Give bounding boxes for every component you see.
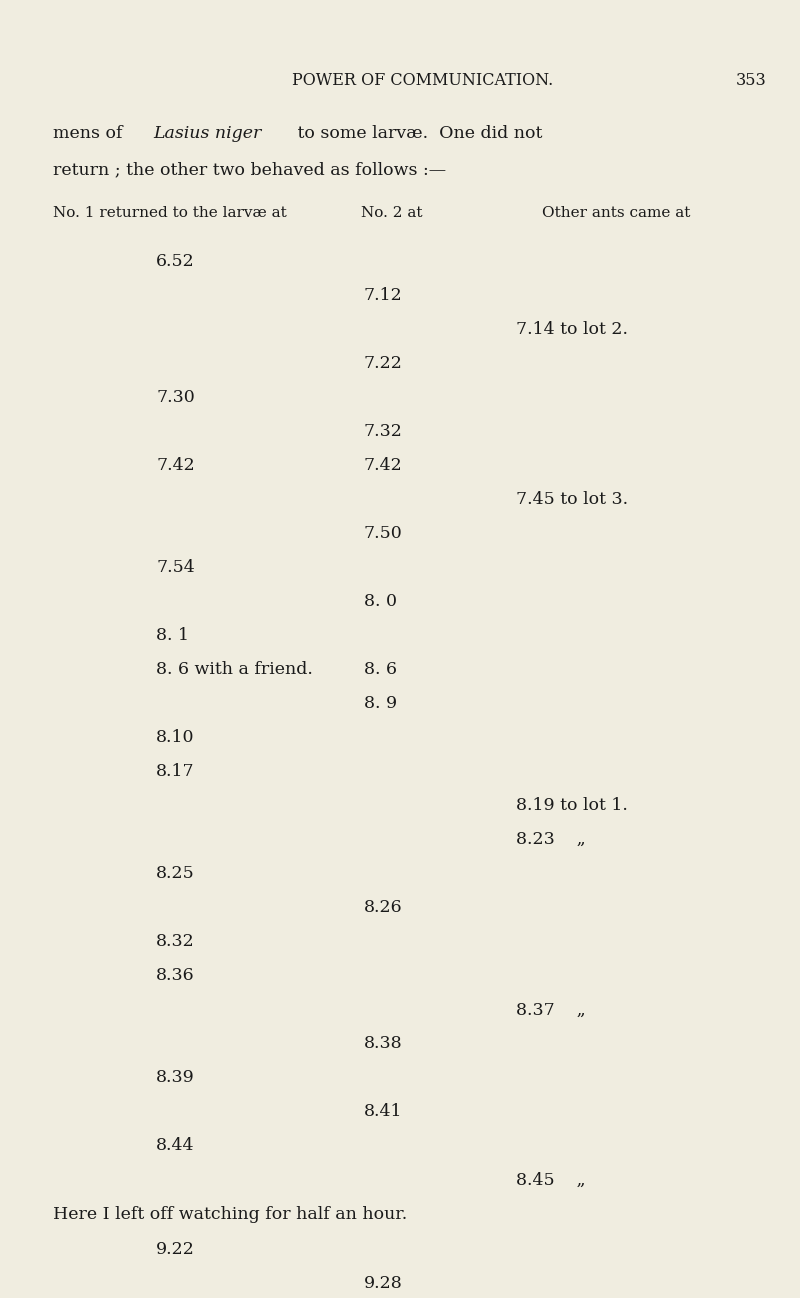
Text: No. 2 at: No. 2 at: [361, 205, 422, 219]
Text: 8.45    „: 8.45 „: [516, 1172, 586, 1189]
Text: 9.22: 9.22: [156, 1241, 195, 1258]
Text: 8. 1: 8. 1: [156, 627, 189, 644]
Text: 8.17: 8.17: [156, 763, 194, 780]
Text: Lasius niger: Lasius niger: [153, 125, 261, 141]
Text: 7.12: 7.12: [364, 287, 402, 304]
Text: POWER OF COMMUNICATION.: POWER OF COMMUNICATION.: [292, 73, 553, 90]
Text: 7.45 to lot 3.: 7.45 to lot 3.: [516, 491, 628, 508]
Text: to some larvæ.  One did not: to some larvæ. One did not: [292, 125, 542, 141]
Text: 8.36: 8.36: [156, 967, 194, 984]
Text: 7.42: 7.42: [156, 457, 194, 474]
Text: 8.19 to lot 1.: 8.19 to lot 1.: [516, 797, 628, 814]
Text: 8.10: 8.10: [156, 729, 194, 746]
Text: 9.28: 9.28: [364, 1276, 402, 1293]
Text: 8. 6: 8. 6: [364, 661, 397, 678]
Text: 8.44: 8.44: [156, 1137, 194, 1154]
Text: 8.26: 8.26: [364, 900, 402, 916]
Text: 7.32: 7.32: [364, 423, 403, 440]
Text: 7.42: 7.42: [364, 457, 402, 474]
Text: mens of: mens of: [53, 125, 128, 141]
Text: 7.22: 7.22: [364, 354, 403, 371]
Text: 8.39: 8.39: [156, 1070, 194, 1086]
Text: Here I left off watching for half an hour.: Here I left off watching for half an hou…: [53, 1206, 407, 1223]
Text: 8.25: 8.25: [156, 866, 194, 883]
Text: 7.14 to lot 2.: 7.14 to lot 2.: [516, 321, 628, 337]
Text: 8.37    „: 8.37 „: [516, 1001, 586, 1019]
Text: 353: 353: [736, 73, 767, 90]
Text: 7.50: 7.50: [364, 524, 402, 543]
Text: 8.32: 8.32: [156, 933, 194, 950]
Text: 6.52: 6.52: [156, 253, 194, 270]
Text: 8. 9: 8. 9: [364, 696, 397, 713]
Text: Other ants came at: Other ants came at: [542, 205, 690, 219]
Text: 8.38: 8.38: [364, 1036, 402, 1053]
Text: 8. 0: 8. 0: [364, 593, 397, 610]
Text: 8.23    „: 8.23 „: [516, 831, 586, 849]
Text: 8. 6 with a friend.: 8. 6 with a friend.: [156, 661, 313, 678]
Text: 7.54: 7.54: [156, 559, 194, 576]
Text: 8.41: 8.41: [364, 1103, 402, 1120]
Text: return ; the other two behaved as follows :—: return ; the other two behaved as follow…: [53, 161, 446, 178]
Text: No. 1 returned to the larvæ at: No. 1 returned to the larvæ at: [53, 205, 286, 219]
Text: 7.30: 7.30: [156, 389, 194, 406]
